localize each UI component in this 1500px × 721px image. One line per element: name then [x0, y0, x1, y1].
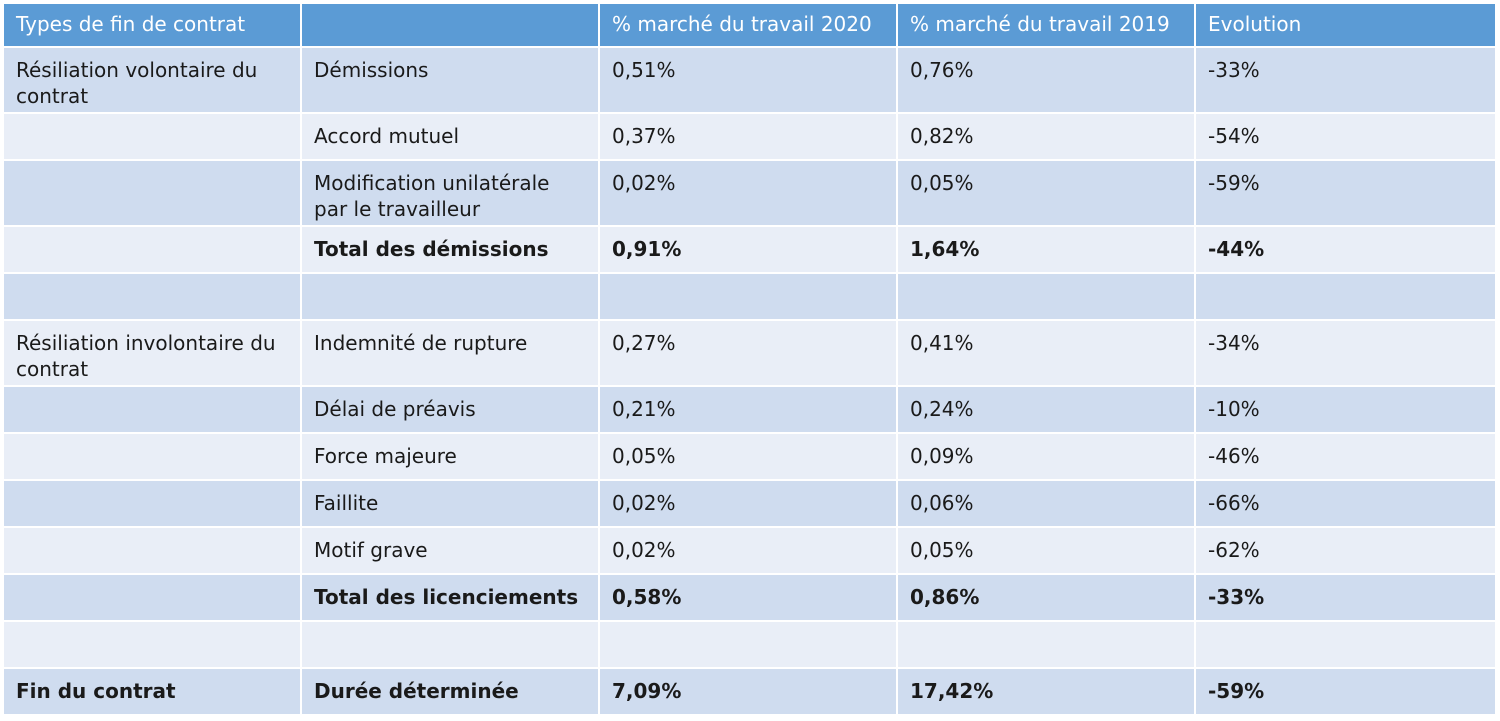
cell-type — [4, 481, 302, 528]
cell-type — [4, 622, 302, 669]
cell-type: Résiliation involontaire du contrat — [4, 321, 302, 387]
cell-evolution: -46% — [1196, 434, 1497, 481]
cell-type — [4, 528, 302, 575]
cell-evolution — [1196, 274, 1497, 321]
cell-2019: 0,05% — [898, 161, 1196, 227]
table-row: Force majeure 0,05% 0,09% -46% — [4, 434, 1497, 481]
cell-cause: Accord mutuel — [302, 114, 600, 161]
cell-2019: 0,86% — [898, 575, 1196, 622]
table-row-spacer — [4, 274, 1497, 321]
cell-2019: 1,64% — [898, 227, 1196, 274]
table-row: Résiliation involontaire du contrat Inde… — [4, 321, 1497, 387]
cell-2020: 7,09% — [600, 669, 898, 716]
cell-evolution: -62% — [1196, 528, 1497, 575]
cell-evolution — [1196, 622, 1497, 669]
table-row: Fin du contrat Durée déterminée 7,09% 17… — [4, 669, 1497, 716]
cell-evolution: -33% — [1196, 48, 1497, 114]
cell-2019: 0,76% — [898, 48, 1196, 114]
table-row: Motif grave 0,02% 0,05% -62% — [4, 528, 1497, 575]
contract-termination-table: Types de fin de contrat % marché du trav… — [4, 4, 1497, 716]
cell-cause: Durée déterminée — [302, 669, 600, 716]
cell-2019: 0,41% — [898, 321, 1196, 387]
cell-2019: 0,09% — [898, 434, 1196, 481]
cell-evolution: -10% — [1196, 387, 1497, 434]
header-cause — [302, 4, 600, 48]
cell-type: Résiliation volontaire du contrat — [4, 48, 302, 114]
cell-cause: Démissions — [302, 48, 600, 114]
cell-cause: Total des licenciements — [302, 575, 600, 622]
cell-cause: Délai de préavis — [302, 387, 600, 434]
cell-type — [4, 274, 302, 321]
cell-2020: 0,27% — [600, 321, 898, 387]
cell-2020: 0,02% — [600, 528, 898, 575]
contract-table-container: Types de fin de contrat % marché du trav… — [4, 4, 1497, 716]
header-2019: % marché du travail 2019 — [898, 4, 1196, 48]
cell-evolution: -34% — [1196, 321, 1497, 387]
table-row: Délai de préavis 0,21% 0,24% -10% — [4, 387, 1497, 434]
cell-2019: 0,06% — [898, 481, 1196, 528]
cell-cause: Motif grave — [302, 528, 600, 575]
cell-2020: 0,05% — [600, 434, 898, 481]
cell-type — [4, 575, 302, 622]
table-row-spacer — [4, 622, 1497, 669]
table-row: Faillite 0,02% 0,06% -66% — [4, 481, 1497, 528]
cell-2020 — [600, 274, 898, 321]
cell-2019: 17,42% — [898, 669, 1196, 716]
cell-2020 — [600, 622, 898, 669]
cell-type — [4, 434, 302, 481]
cell-type — [4, 114, 302, 161]
header-type: Types de fin de contrat — [4, 4, 302, 48]
cell-cause — [302, 274, 600, 321]
cell-2019 — [898, 274, 1196, 321]
header-evolution: Evolution — [1196, 4, 1497, 48]
cell-2019: 0,82% — [898, 114, 1196, 161]
table-row: Modification unilatérale par le travaill… — [4, 161, 1497, 227]
cell-evolution: -44% — [1196, 227, 1497, 274]
cell-evolution: -59% — [1196, 161, 1497, 227]
cell-type: Fin du contrat — [4, 669, 302, 716]
cell-cause — [302, 622, 600, 669]
cell-evolution: -66% — [1196, 481, 1497, 528]
cell-cause: Modification unilatérale par le travaill… — [302, 161, 600, 227]
cell-type — [4, 161, 302, 227]
cell-type — [4, 227, 302, 274]
table-header-row: Types de fin de contrat % marché du trav… — [4, 4, 1497, 48]
cell-2020: 0,58% — [600, 575, 898, 622]
cell-2020: 0,91% — [600, 227, 898, 274]
cell-2019: 0,05% — [898, 528, 1196, 575]
table-row-total: Total des licenciements 0,58% 0,86% -33% — [4, 575, 1497, 622]
table-row: Accord mutuel 0,37% 0,82% -54% — [4, 114, 1497, 161]
cell-2019: 0,24% — [898, 387, 1196, 434]
cell-cause: Indemnité de rupture — [302, 321, 600, 387]
cell-type — [4, 387, 302, 434]
cell-2020: 0,21% — [600, 387, 898, 434]
header-2020: % marché du travail 2020 — [600, 4, 898, 48]
table-row-total: Total des démissions 0,91% 1,64% -44% — [4, 227, 1497, 274]
table-row: Résiliation volontaire du contrat Démiss… — [4, 48, 1497, 114]
cell-evolution: -33% — [1196, 575, 1497, 622]
cell-evolution: -54% — [1196, 114, 1497, 161]
cell-2020: 0,02% — [600, 481, 898, 528]
cell-2019 — [898, 622, 1196, 669]
cell-cause: Total des démissions — [302, 227, 600, 274]
cell-cause: Force majeure — [302, 434, 600, 481]
cell-2020: 0,02% — [600, 161, 898, 227]
cell-evolution: -59% — [1196, 669, 1497, 716]
cell-cause: Faillite — [302, 481, 600, 528]
cell-2020: 0,37% — [600, 114, 898, 161]
cell-2020: 0,51% — [600, 48, 898, 114]
